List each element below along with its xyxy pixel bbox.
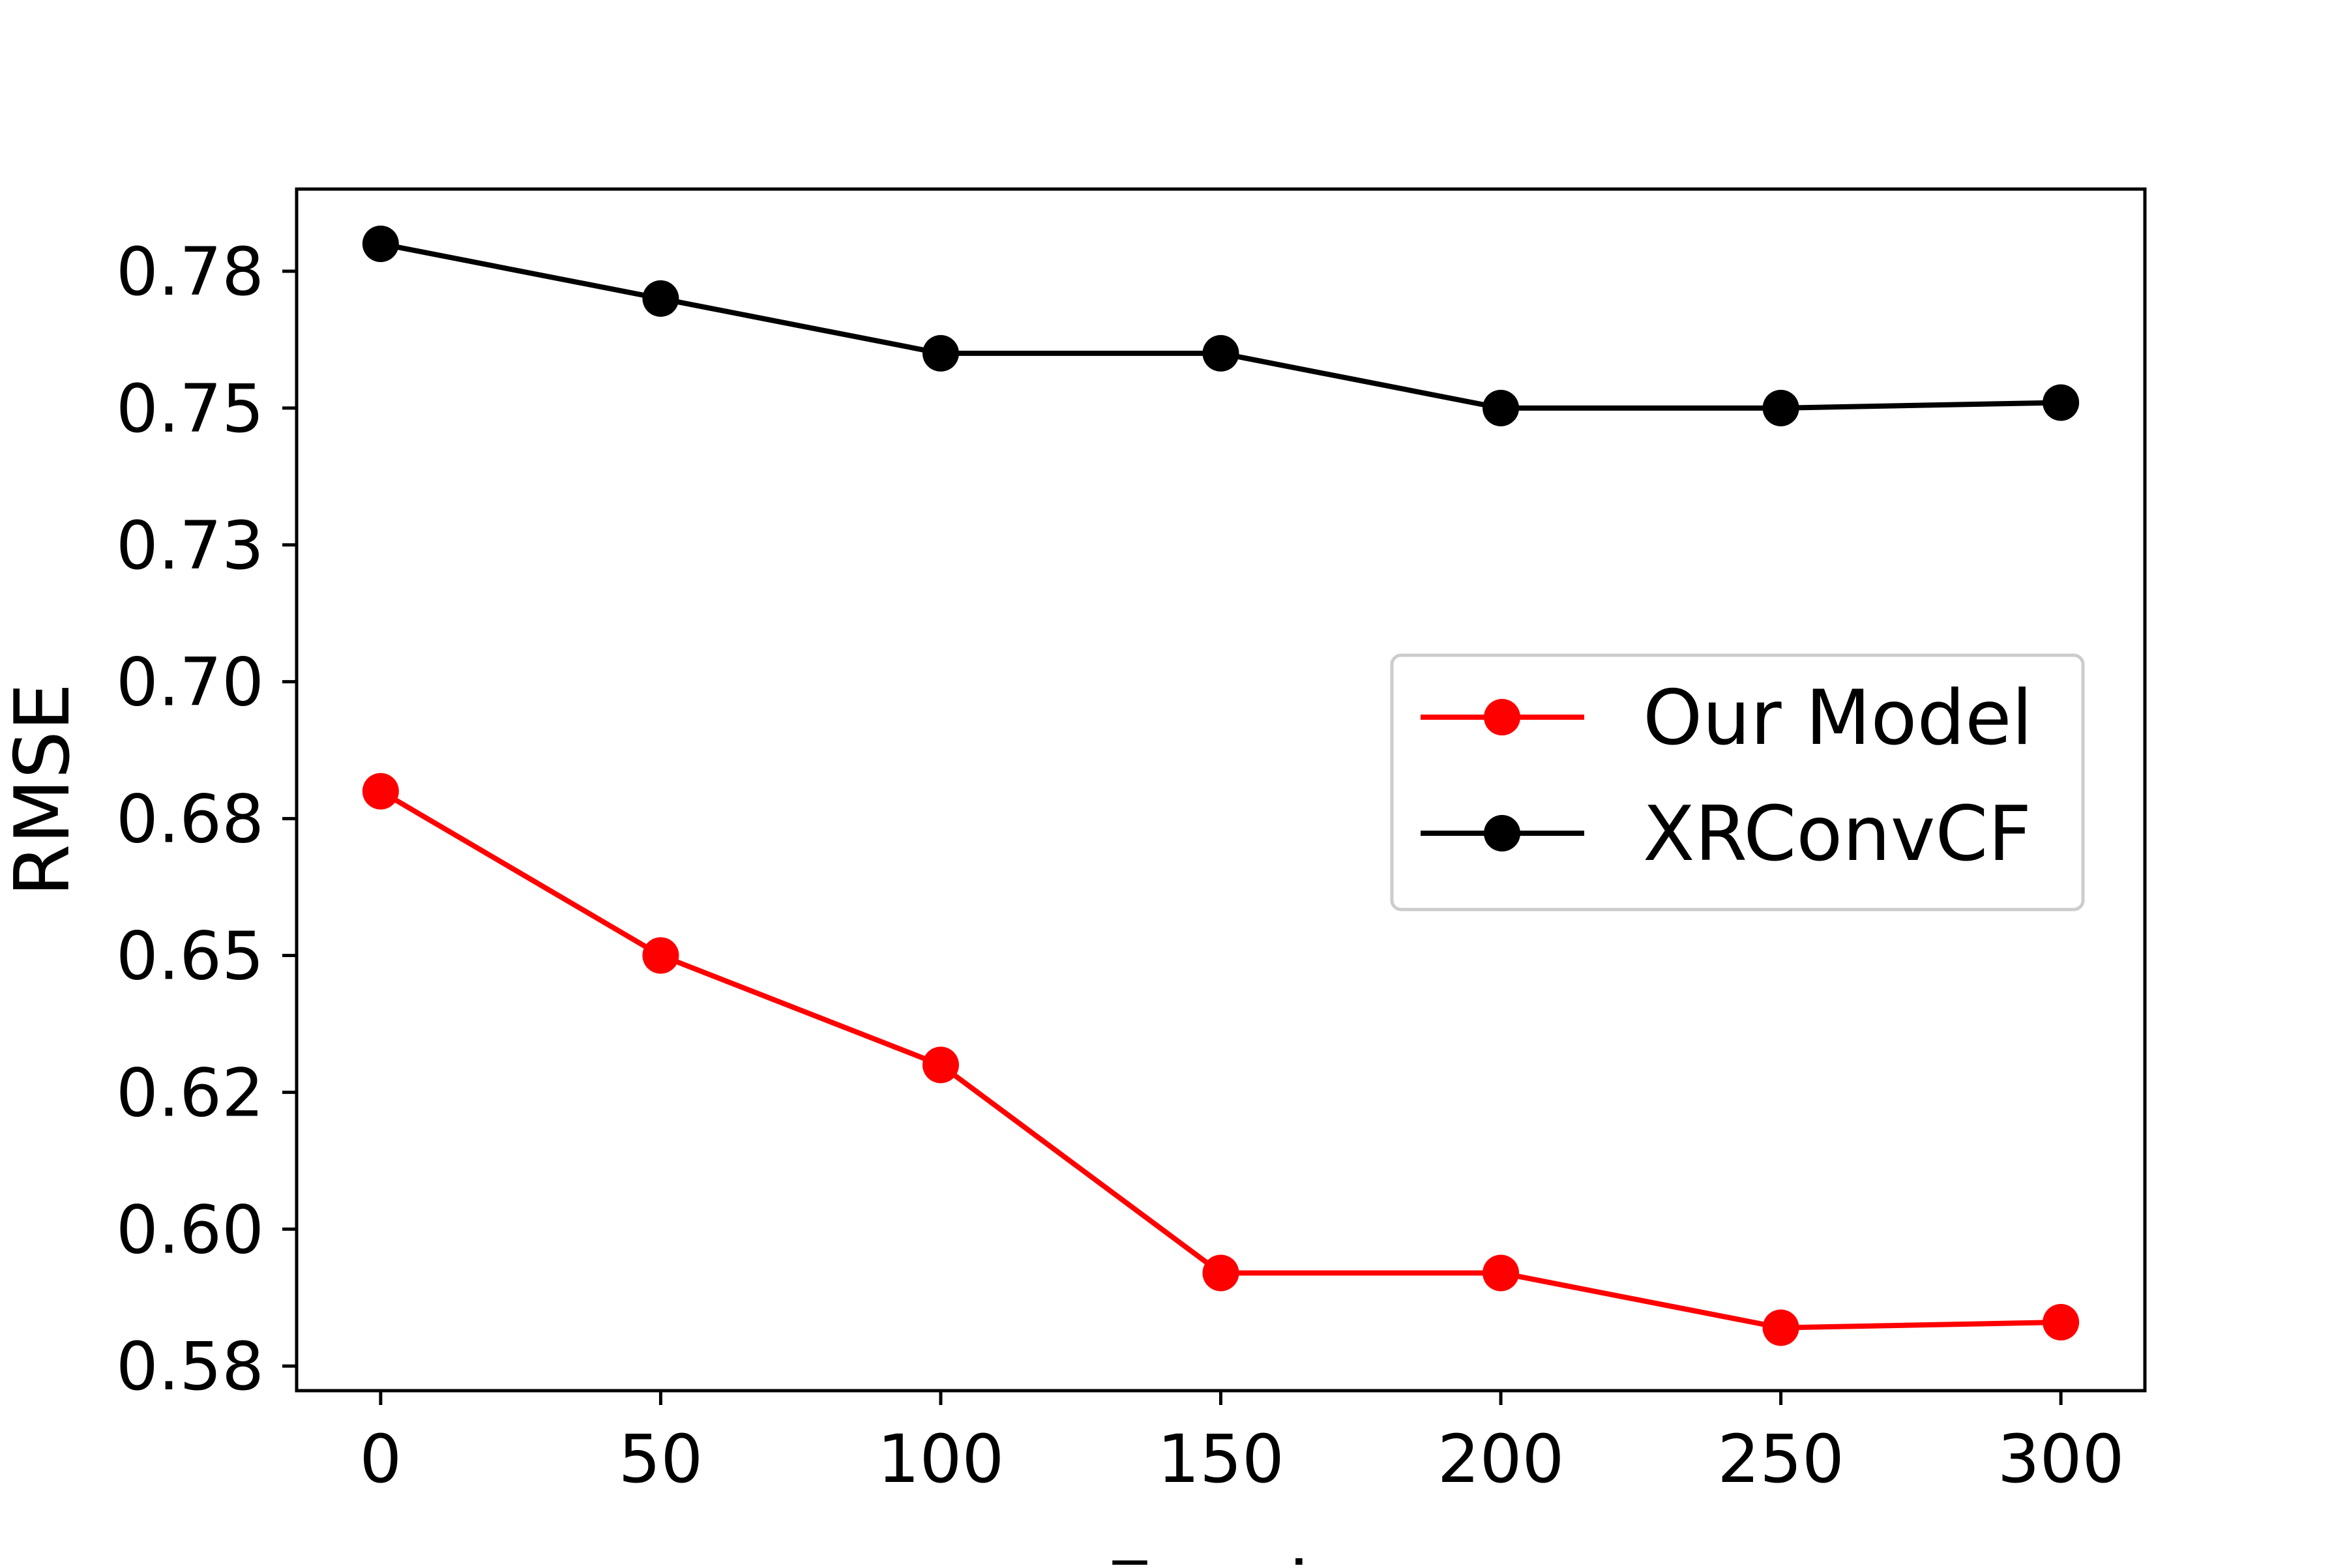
legend-label: Our Model <box>1643 674 2033 762</box>
y-tick-label: 0.78 <box>116 233 264 311</box>
series-group <box>362 225 2080 1346</box>
x-axis-title: Epoch <box>1105 1546 1336 1565</box>
x-tick-label: 150 <box>1157 1421 1284 1498</box>
x-tick-label: 300 <box>1998 1421 2125 1498</box>
data-point <box>1762 389 1799 426</box>
data-point <box>1202 334 1239 372</box>
x-tick-label: 100 <box>878 1421 1005 1498</box>
y-tick-label: 0.65 <box>116 917 264 995</box>
x-tick-label: 200 <box>1438 1421 1565 1498</box>
y-tick-label: 0.75 <box>116 370 264 448</box>
axes-group: 0 50 100 150 200 250 300 0.58 0.60 0.62 0.65 0.68 0.… <box>116 187 2147 1498</box>
data-point <box>1483 389 1520 426</box>
x-tick-label: 50 <box>619 1421 703 1498</box>
y-tick-label: 0.60 <box>116 1191 264 1269</box>
y-tick-label: 0.70 <box>116 644 264 722</box>
legend-label: XRConvCF <box>1643 790 2031 878</box>
data-point <box>1202 1254 1239 1292</box>
y-tick-label: 0.58 <box>116 1328 264 1406</box>
y-tick-label: 0.62 <box>116 1054 264 1132</box>
data-point <box>2043 384 2080 421</box>
x-tick-label: 0 <box>359 1421 402 1498</box>
data-point <box>1483 1254 1520 1292</box>
data-point <box>362 225 399 262</box>
x-tick-label: 250 <box>1717 1421 1844 1498</box>
data-point <box>642 280 679 317</box>
data-point <box>922 334 959 372</box>
data-point <box>2043 1304 2080 1341</box>
legend-marker <box>1484 699 1520 735</box>
y-axis-title: RMSE <box>0 683 87 897</box>
y-tick-label: 0.73 <box>116 507 264 585</box>
data-point <box>642 937 679 974</box>
data-point <box>362 773 399 810</box>
data-point <box>922 1046 959 1084</box>
y-tick-label: 0.68 <box>116 781 264 859</box>
legend: Our Model XRConvCF <box>1390 653 2085 911</box>
data-point <box>1762 1309 1799 1346</box>
legend-marker <box>1484 815 1520 851</box>
